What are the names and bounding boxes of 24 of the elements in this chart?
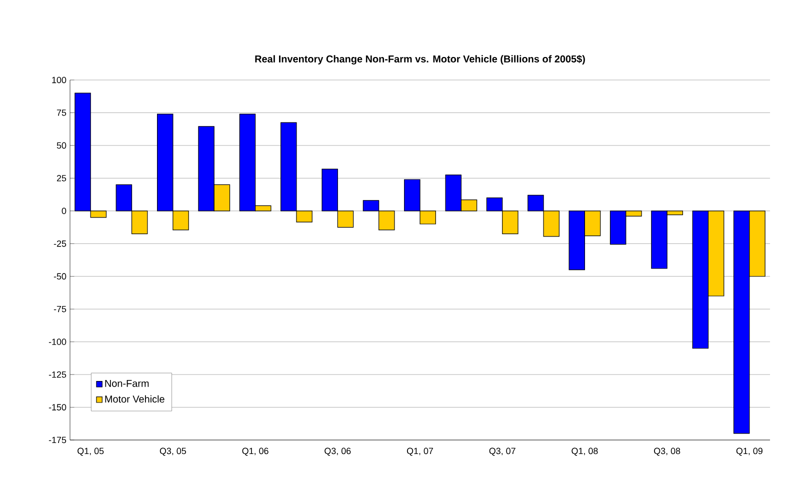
- y-tick-label: -100: [48, 338, 66, 345]
- x-tick-label: Q3, 08: [654, 448, 680, 456]
- y-tick-label: -25: [54, 240, 66, 247]
- y-tick-label: 50: [56, 142, 66, 149]
- y-tick-label: 25: [56, 175, 66, 182]
- legend-label: Non-Farm: [105, 380, 149, 387]
- y-tick-label: -175: [48, 436, 66, 444]
- y-tick-label: 75: [56, 110, 66, 116]
- y-tick-label: 0: [62, 208, 66, 214]
- legend-label: Motor Vehicle: [105, 395, 164, 403]
- x-tick-label: Q3, 07: [489, 448, 516, 456]
- x-tick-label: Q1, 09: [736, 448, 762, 456]
- y-tick-label: -50: [54, 273, 66, 280]
- x-tick-label: Q1, 08: [572, 448, 598, 456]
- x-tick-label: Q3, 05: [160, 448, 186, 456]
- y-tick-label: -125: [48, 371, 66, 378]
- chart-title: Real Inventory Change Non-Farm vs. Motor Vehicle (Billions of 2005$): [255, 54, 585, 64]
- x-tick-label: Q1, 05: [78, 448, 104, 456]
- x-tick-label: Q3, 06: [324, 448, 351, 456]
- y-tick-label: -75: [54, 306, 66, 312]
- y-tick-label: 100: [52, 76, 66, 84]
- x-tick-label: Q1, 06: [242, 448, 268, 456]
- y-tick-label: -150: [48, 404, 66, 410]
- x-tick-label: Q1, 07: [406, 448, 433, 456]
